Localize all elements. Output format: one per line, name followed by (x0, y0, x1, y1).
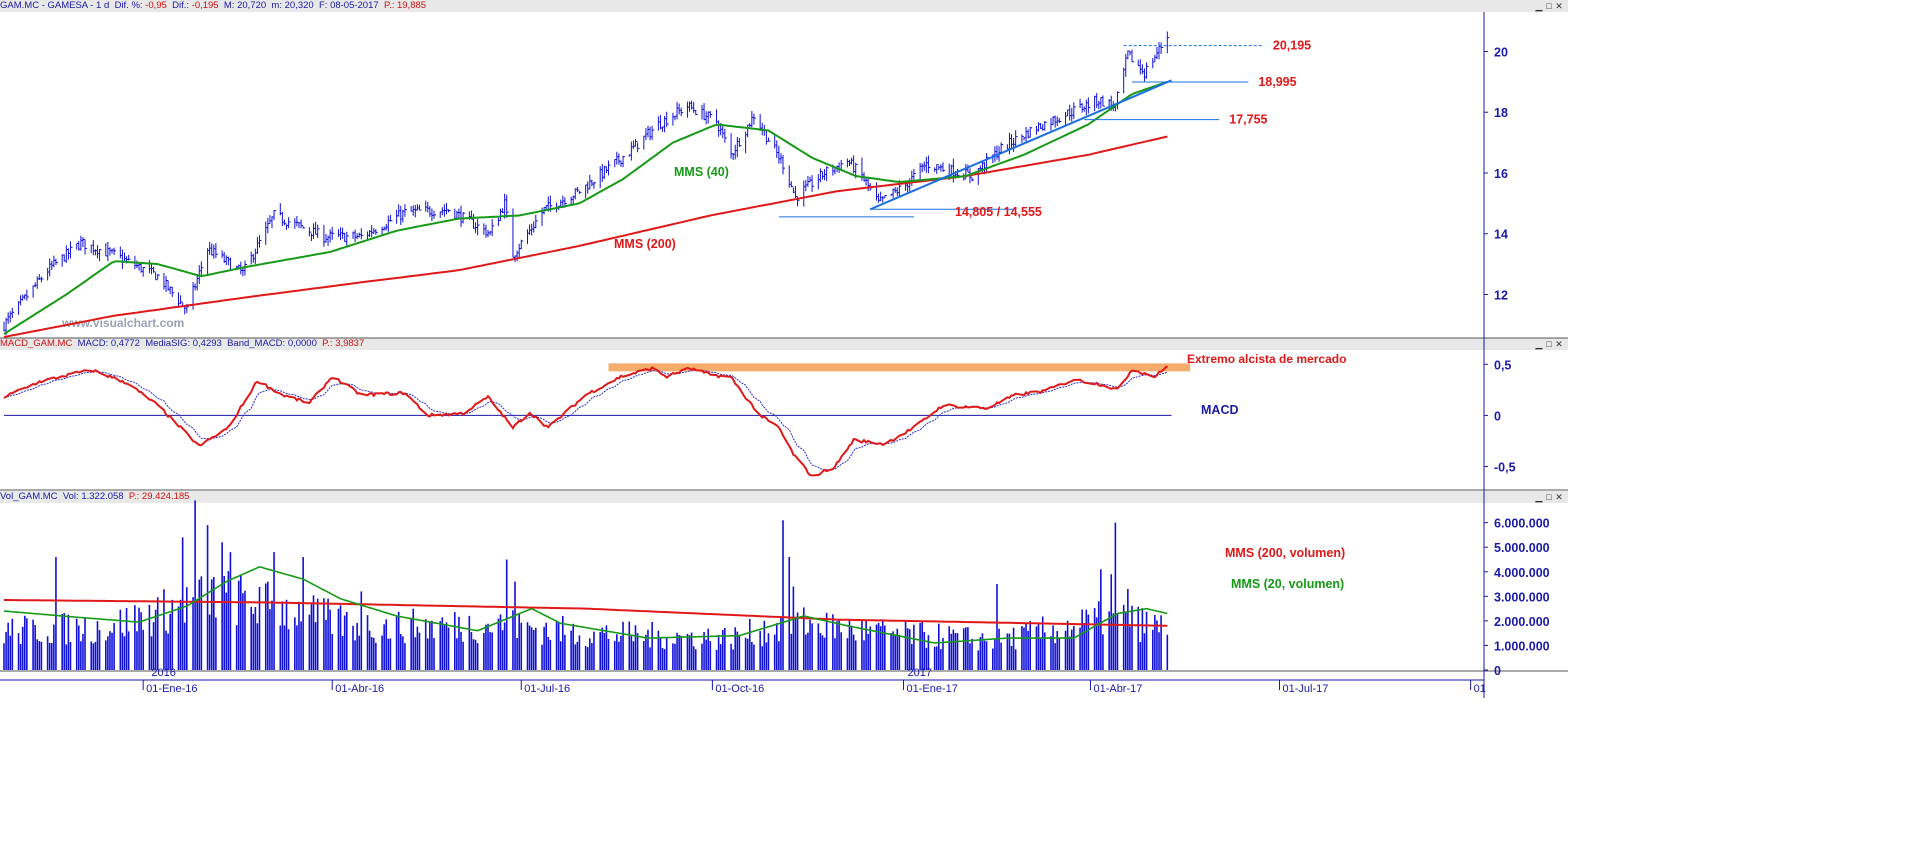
volume-window-buttons: ▁ □ ✕ (1534, 491, 1564, 503)
x-tick-label: 01-Jul-17 (1282, 683, 1328, 695)
minimize-icon[interactable]: ▁ (1535, 1, 1543, 11)
signal-line (3, 369, 1168, 471)
mms200-line (3, 135, 1168, 338)
volume-y-tick-label: 5.000.000 (1494, 541, 1550, 555)
price-window-buttons: ▁ □ ✕ (1534, 0, 1564, 12)
vol-p-label: P.: (128, 491, 140, 502)
close-icon[interactable]: ✕ (1555, 1, 1563, 11)
price-y-tick-label: 14 (1494, 228, 1508, 242)
volume-y-tick-label: 2.000.000 (1494, 615, 1550, 629)
macd-p-label: P.: (322, 338, 333, 349)
year-label: 2017 (908, 667, 932, 679)
price-panel-header: GAM.MC - GAMESA - 1 d Dif. %: -0,95 Dif.… (0, 0, 1568, 12)
mms200-label: MMS (200) (614, 237, 676, 251)
macd-zero-label: MACD (1201, 403, 1239, 417)
vol-value: 1.322.058 (81, 491, 124, 502)
max-value: 20,720 (237, 0, 267, 11)
extreme-band (608, 363, 1191, 372)
mms40-label: MMS (40) (674, 165, 729, 179)
x-tick-label: 01-Abr-17 (1093, 683, 1142, 695)
x-tick-label: 01-Oct-16 (715, 683, 764, 695)
min-value: 20,320 (284, 0, 314, 11)
year-label: 2016 (151, 667, 175, 679)
x-tick-label: 01-Ene-16 (146, 683, 197, 695)
price-y-tick-label: 16 (1494, 167, 1508, 181)
x-tick-label: 01 (1474, 683, 1486, 695)
volume-mms200-legend: MMS (200, volumen) (1225, 546, 1345, 560)
date-label: F: (318, 0, 328, 11)
macd-window-buttons: ▁ □ ✕ (1534, 338, 1564, 350)
vol-symbol: Vol_GAM.MC (0, 491, 58, 502)
sig-label: MediaSIG: (145, 338, 191, 349)
date-value: 08-05-2017 (330, 0, 379, 11)
volume-mms20-line (3, 566, 1168, 644)
vol-label: Vol: (62, 491, 79, 502)
macd-p-value: 3,9837 (335, 338, 365, 349)
support-label: 17,755 (1229, 113, 1267, 127)
volume-y-tick-label: 1.000.000 (1494, 639, 1550, 653)
macd-y-tick-label: 0,5 (1494, 358, 1511, 372)
volume-mms200-line (4, 599, 1168, 627)
vol-p-value: 29.424.185 (141, 491, 190, 502)
x-tick-label: 01-Jul-16 (524, 683, 570, 695)
trend-line (869, 79, 1172, 211)
mms40-line (3, 80, 1168, 335)
macd-y-tick-label: -0,5 (1494, 461, 1516, 475)
support-label: 18,995 (1258, 75, 1296, 89)
chart-canvas: www.visualchart.com20,19518,99517,755MMS… (0, 12, 1568, 698)
double-low-label: 14,805 / 14,555 (955, 205, 1042, 219)
dif-label: Dif.: (172, 0, 190, 11)
max-label: M: (223, 0, 235, 11)
extreme-label: Extremo alcista de mercado (1187, 352, 1346, 366)
volume-mms20-legend: MMS (20, volumen) (1231, 577, 1344, 591)
volume-y-tick-label: 4.000.000 (1494, 566, 1550, 580)
band-value: 0,0000 (287, 338, 317, 349)
macd-value: 0,4772 (110, 338, 140, 349)
close-icon[interactable]: ✕ (1555, 339, 1563, 349)
price-symbol: GAM.MC - GAMESA - 1 d (0, 0, 110, 11)
support-label: 20,195 (1273, 39, 1311, 53)
macd-line (3, 365, 1168, 477)
sig-value: 0,4293 (192, 338, 222, 349)
macd-symbol: MACD_GAM.MC (0, 338, 73, 349)
maximize-icon[interactable]: □ (1546, 339, 1552, 349)
dif-pct-value: -0,95 (145, 0, 167, 11)
dif-value: -0,195 (191, 0, 219, 11)
close-icon[interactable]: ✕ (1555, 492, 1563, 502)
p-value: 19,885 (396, 0, 427, 11)
volume-y-tick-label: 3.000.000 (1494, 590, 1550, 604)
macd-panel-header: MACD_GAM.MC MACD: 0,4772 MediaSIG: 0,429… (0, 338, 1568, 350)
chart-window: GAM.MC - GAMESA - 1 d Dif. %: -0,95 Dif.… (0, 0, 1568, 698)
x-tick-label: 01-Ene-17 (906, 683, 957, 695)
min-label: m: (271, 0, 282, 11)
x-tick-label: 01-Abr-16 (335, 683, 384, 695)
volume-y-tick-label: 6.000.000 (1494, 517, 1550, 531)
price-y-tick-label: 12 (1494, 288, 1508, 302)
price-y-tick-label: 20 (1494, 45, 1508, 59)
volume-panel-header: Vol_GAM.MC Vol: 1.322.058 P.: 29.424.185… (0, 491, 1568, 503)
volume-y-tick-label: 0 (1494, 664, 1501, 678)
macd-y-tick-label: 0 (1494, 409, 1501, 423)
maximize-icon[interactable]: □ (1546, 1, 1552, 11)
p-label: P.: (383, 0, 395, 11)
price-bars (3, 31, 1170, 336)
macd-label: MACD: (77, 338, 109, 349)
maximize-icon[interactable]: □ (1546, 492, 1552, 502)
price-y-tick-label: 18 (1494, 106, 1508, 120)
dif-pct-label: Dif. %: (114, 0, 143, 11)
minimize-icon[interactable]: ▁ (1535, 339, 1543, 349)
minimize-icon[interactable]: ▁ (1535, 492, 1543, 502)
band-label: Band_MACD: (227, 338, 286, 349)
volume-bars (3, 500, 1169, 670)
